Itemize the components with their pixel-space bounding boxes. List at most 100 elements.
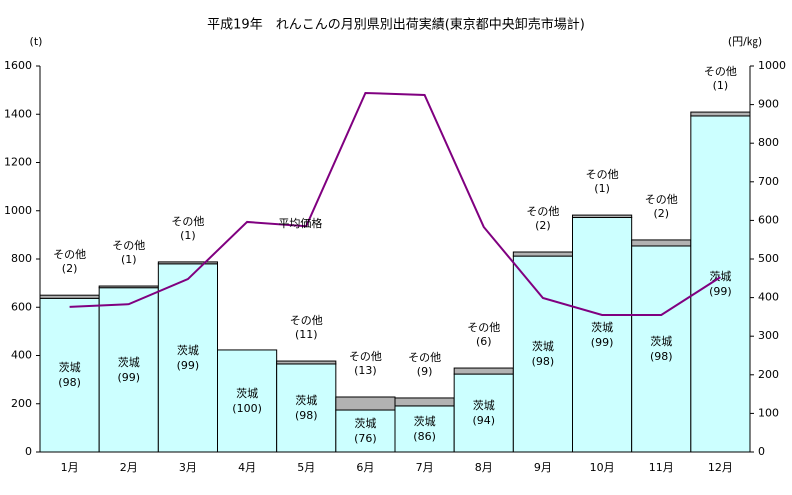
y2-unit: (円/㎏) — [728, 35, 762, 48]
bar-segment — [690, 115, 751, 453]
y-tick-label: 200 — [11, 397, 32, 410]
bar-share-label: (76) — [354, 432, 377, 445]
y-tick-label: 1400 — [4, 107, 32, 120]
x-tick-label: 4月 — [238, 461, 256, 474]
bar-share-label: (99) — [709, 285, 732, 298]
y2-tick-label: 800 — [758, 136, 779, 149]
x-tick-label: 7月 — [416, 461, 434, 474]
bar-share-label: (2) — [653, 207, 669, 220]
bar-label: 茨城 — [177, 343, 199, 357]
bar-share-label: (9) — [417, 365, 433, 378]
bar-label: 茨城 — [591, 320, 613, 334]
bar-segment — [572, 217, 633, 453]
bar-label: その他 — [112, 239, 145, 252]
bar-label: 茨城 — [414, 414, 436, 428]
bar-share-label: (100) — [232, 402, 262, 415]
bar-label: その他 — [467, 321, 500, 334]
y2-tick-label: 700 — [758, 175, 779, 188]
bar-share-label: (2) — [535, 219, 551, 232]
y-tick-label: 0 — [25, 445, 32, 458]
bar-share-label: (1) — [594, 182, 610, 195]
y2-tick-label: 400 — [758, 291, 779, 304]
bar-segment — [39, 297, 100, 453]
bar-segment — [394, 405, 455, 453]
bar-segment — [512, 255, 573, 453]
x-tick-label: 11月 — [649, 461, 674, 474]
bar-segment — [512, 251, 573, 257]
bar-label: 茨城 — [59, 360, 81, 374]
y-tick-label: 800 — [11, 252, 32, 265]
y-tick-label: 1600 — [4, 59, 32, 72]
y2-tick-label: 100 — [758, 406, 779, 419]
y2-tick-label: 0 — [758, 445, 765, 458]
bar-label: 茨城 — [532, 339, 554, 353]
bar-share-label: (1) — [713, 79, 729, 92]
bar-label: 茨城 — [709, 269, 731, 283]
x-tick-label: 2月 — [120, 461, 138, 474]
bar-share-label: (94) — [472, 414, 495, 427]
bar-share-label: (98) — [58, 376, 81, 389]
line-label: 平均価格 — [278, 216, 322, 230]
bar-share-label: (1) — [121, 253, 137, 266]
bar-label: その他 — [704, 65, 737, 78]
bar-label: その他 — [645, 193, 678, 206]
bar-label: その他 — [290, 314, 323, 327]
bar-label: 茨城 — [118, 355, 140, 369]
bar-share-label: (2) — [62, 262, 78, 275]
x-tick-label: 8月 — [475, 461, 493, 474]
x-tick-label: 5月 — [297, 461, 315, 474]
bar-label: 茨城 — [295, 393, 317, 407]
bar-label: 茨城 — [650, 334, 672, 348]
bar-segment — [335, 409, 396, 453]
bar-share-label: (13) — [354, 364, 377, 377]
chart-title: 平成19年 れんこんの月別県別出荷実績(東京都中央卸売市場計) — [207, 17, 585, 33]
bar-segment — [631, 239, 692, 247]
bar-segment — [39, 294, 100, 299]
line — [69, 91, 721, 316]
bar-label: その他 — [53, 248, 86, 261]
y2-tick-label: 200 — [758, 368, 779, 381]
bar-segment — [453, 373, 514, 453]
bar-label: 茨城 — [236, 386, 258, 400]
bar-share-label: (98) — [650, 350, 673, 363]
bar-label: その他 — [408, 351, 441, 364]
y-unit: (t) — [30, 35, 43, 48]
bar-segment — [335, 396, 396, 411]
x-tick-label: 1月 — [61, 461, 79, 474]
bar-share-label: (86) — [413, 430, 436, 443]
bar-segment — [631, 245, 692, 453]
bar-share-label: (98) — [532, 355, 555, 368]
bar-share-label: (99) — [591, 336, 614, 349]
bar-segment — [157, 263, 218, 453]
bar-share-label: (98) — [295, 409, 318, 422]
bar-label: 茨城 — [473, 398, 495, 412]
bar-segment — [276, 363, 337, 453]
x-tick-label: 12月 — [708, 461, 733, 474]
bar-segment — [98, 285, 159, 289]
y-tick-label: 600 — [11, 300, 32, 313]
bar-label: その他 — [171, 215, 204, 228]
bar-label: その他 — [526, 205, 559, 218]
y-tick-label: 1200 — [4, 156, 32, 169]
bar-segment — [453, 367, 514, 375]
x-tick-label: 9月 — [534, 461, 552, 474]
x-tick-label: 3月 — [179, 461, 197, 474]
y2-tick-label: 1000 — [758, 59, 786, 72]
bar-segment — [572, 214, 633, 219]
bar-share-label: (99) — [117, 371, 140, 384]
bar-share-label: (11) — [295, 328, 318, 341]
bar-segment — [157, 261, 218, 265]
x-tick-label: 6月 — [356, 461, 374, 474]
bar-label: 茨城 — [354, 416, 376, 430]
y2-tick-label: 600 — [758, 213, 779, 226]
bar-label: その他 — [349, 350, 382, 363]
y-tick-label: 1000 — [4, 204, 32, 217]
bar-segment — [690, 111, 751, 117]
bar-share-label: (1) — [180, 229, 196, 242]
y-tick-label: 400 — [11, 349, 32, 362]
y2-tick-label: 900 — [758, 98, 779, 111]
bar-segment — [98, 287, 159, 453]
y2-tick-label: 500 — [758, 252, 779, 265]
bar-share-label: (6) — [476, 335, 492, 348]
